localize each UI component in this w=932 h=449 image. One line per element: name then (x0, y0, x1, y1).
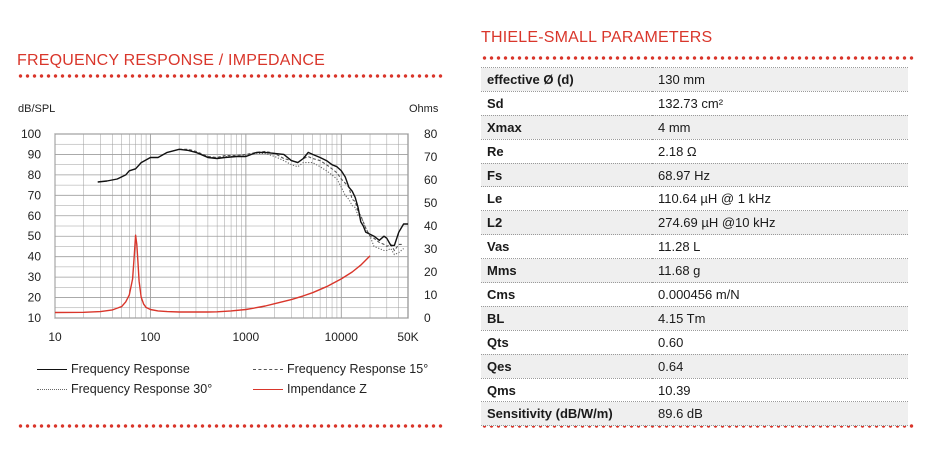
parameter-row: Sd 132.73 cm² (481, 91, 908, 116)
x-tick-label: 10 (48, 330, 62, 344)
parameter-name: Mms (481, 258, 652, 284)
y-right-tick-label: 40 (424, 219, 438, 233)
thiele-small-title: THIELE-SMALL PARAMETERS (481, 29, 713, 46)
parameter-name: Re (481, 139, 652, 164)
y-left-axis-label: dB/SPL (18, 103, 56, 115)
parameter-row: effective Ø (d) 130 mm (481, 67, 908, 92)
thiele-small-table: effective Ø (d) 130 mm Sd 132.73 cm² Xmax 4 m… (481, 67, 908, 427)
footer-divider-right (481, 424, 914, 428)
parameter-value: 11.28 L (652, 234, 908, 260)
parameter-name: Vas (481, 234, 652, 260)
parameter-value: 274.69 µH @10 kHz (652, 210, 908, 236)
parameter-name: BL (481, 306, 652, 331)
y-left-tick-label: 10 (28, 311, 42, 325)
y-left-tick-label: 40 (28, 250, 42, 264)
parameter-row: Xmax 4 mm (481, 115, 908, 140)
parameter-value: 0.000456 m/N (652, 282, 908, 307)
parameter-name: Cms (481, 282, 652, 307)
parameter-name: Fs (481, 163, 652, 188)
parameter-value: 0.64 (652, 354, 908, 379)
parameter-row: Fs 68.97 Hz (481, 163, 908, 188)
legend-label: Frequency Response 30° (71, 382, 213, 396)
y-right-tick-label: 0 (424, 311, 431, 325)
series-frequency-response-15 (179, 148, 404, 252)
parameter-row: Re 2.18 Ω (481, 139, 908, 164)
parameter-name: Qts (481, 330, 652, 355)
y-left-tick-label: 90 (28, 147, 42, 161)
y-right-tick-label: 70 (424, 150, 438, 164)
y-left-tick-label: 60 (28, 209, 42, 223)
parameter-name: Sensitivity (dB/W/m) (481, 401, 652, 427)
legend-item-frequency-response-30: Frequency Response 30° (37, 382, 212, 396)
parameter-value: 110.64 µH @ 1 kHz (652, 186, 908, 212)
title-divider-right (481, 56, 914, 60)
legend-item-impedance: Impendance Z (253, 382, 367, 396)
parameter-value: 10.39 (652, 378, 908, 403)
x-tick-label: 10000 (325, 330, 359, 344)
y-right-tick-label: 30 (424, 242, 438, 256)
legend-label: Impendance Z (287, 382, 367, 396)
legend-swatch-red (253, 388, 283, 390)
legend-item-frequency-response-15: Frequency Response 15° (253, 362, 428, 376)
y-left-tick-label: 100 (21, 127, 41, 141)
series-frequency-response (97, 148, 408, 247)
parameter-row: Qes 0.64 (481, 354, 908, 379)
parameter-row: Vas 11.28 L (481, 234, 908, 260)
frequency-response-title: FREQUENCY RESPONSE / IMPEDANCE (17, 52, 325, 69)
parameter-value: 68.97 Hz (652, 163, 908, 188)
footer-divider-left (17, 424, 444, 428)
parameter-row: Cms 0.000456 m/N (481, 282, 908, 307)
parameter-row: Qts 0.60 (481, 330, 908, 355)
y-left-tick-label: 20 (28, 291, 42, 305)
parameter-name: L2 (481, 210, 652, 236)
parameter-value: 4.15 Tm (652, 306, 908, 331)
parameter-row: L2 274.69 µH @10 kHz (481, 210, 908, 236)
legend-item-frequency-response: Frequency Response (37, 362, 190, 376)
x-tick-label: 100 (140, 330, 160, 344)
y-left-tick-label: 50 (28, 229, 42, 243)
x-tick-label: 50K (397, 330, 418, 344)
legend-swatch-dashed (253, 368, 283, 370)
parameter-value: 132.73 cm² (652, 91, 908, 116)
parameter-name: Qes (481, 354, 652, 379)
parameter-value: 2.18 Ω (652, 139, 908, 164)
parameter-name: Sd (481, 91, 652, 116)
legend-label: Frequency Response (71, 362, 190, 376)
y-right-tick-label: 80 (424, 127, 438, 141)
y-right-tick-label: 10 (424, 288, 438, 302)
parameter-row: Mms 11.68 g (481, 258, 908, 284)
y-left-tick-label: 30 (28, 270, 42, 284)
y-right-axis-label: Ohms (409, 103, 439, 115)
x-tick-label: 1000 (233, 330, 260, 344)
parameter-row: BL 4.15 Tm (481, 306, 908, 331)
y-left-tick-label: 70 (28, 188, 42, 202)
chart-ticks: 1009080706050403020108070605040302010010… (21, 127, 438, 344)
parameter-value: 11.68 g (652, 258, 908, 284)
y-right-tick-label: 50 (424, 196, 438, 210)
parameter-row: Sensitivity (dB/W/m) 89.6 dB (481, 401, 908, 427)
parameter-row: Qms 10.39 (481, 378, 908, 403)
parameter-name: Le (481, 186, 652, 212)
parameter-name: Qms (481, 378, 652, 403)
parameter-row: Le 110.64 µH @ 1 kHz (481, 186, 908, 212)
parameter-value: 89.6 dB (652, 401, 908, 427)
chart-grid (54, 133, 409, 319)
series-frequency-response-30 (195, 151, 404, 256)
legend-swatch-solid-black (37, 368, 67, 370)
legend-swatch-dotted (37, 388, 67, 390)
y-right-tick-label: 60 (424, 173, 438, 187)
series-impedance (54, 234, 371, 314)
parameter-value: 130 mm (652, 67, 908, 92)
parameter-value: 0.60 (652, 330, 908, 355)
title-divider-left (17, 74, 444, 78)
chart-series (54, 148, 408, 314)
legend-label: Frequency Response 15° (287, 362, 429, 376)
parameter-name: effective Ø (d) (481, 67, 652, 92)
parameter-name: Xmax (481, 115, 652, 140)
parameter-value: 4 mm (652, 115, 908, 140)
y-left-tick-label: 80 (28, 168, 42, 182)
y-right-tick-label: 20 (424, 265, 438, 279)
